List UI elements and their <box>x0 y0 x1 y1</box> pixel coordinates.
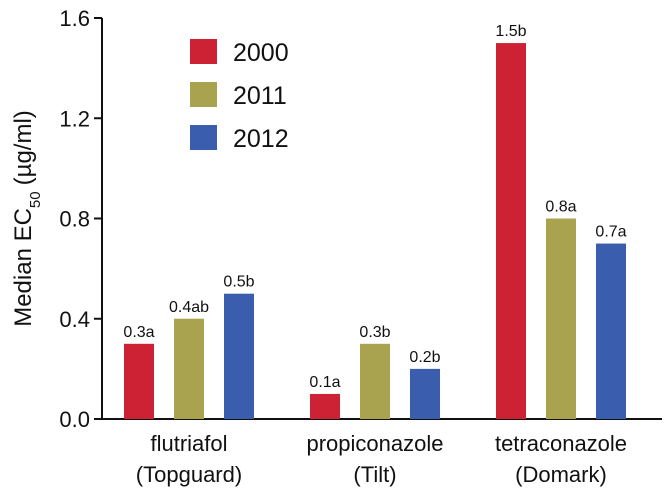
legend-label-2011: 2011 <box>233 82 287 110</box>
bar-2012-1 <box>410 368 440 419</box>
legend-swatch-2012 <box>190 125 217 150</box>
x-category-sublabel: (Tilt) <box>353 462 396 487</box>
y-tick-label: 0.4 <box>59 307 90 332</box>
bar-2000-0 <box>124 343 154 419</box>
bar-2000-1 <box>310 393 340 419</box>
x-category-label: flutriafol <box>150 431 227 456</box>
x-category-sublabel: (Topguard) <box>136 462 242 487</box>
x-category-sublabel: (Domark) <box>515 462 607 487</box>
bar-2012-0 <box>224 293 254 419</box>
x-category-label: propiconazole <box>307 431 444 456</box>
bar-2012-2 <box>596 243 626 419</box>
y-tick-label: 1.6 <box>59 6 90 31</box>
bar-2011-0 <box>174 318 204 419</box>
bar-2011-1 <box>360 343 390 419</box>
y-tick-label: 1.2 <box>59 106 90 131</box>
data-label-2011-0: 0.4ab <box>169 299 209 316</box>
data-label-2012-0: 0.5b <box>223 274 254 291</box>
legend-swatch-2011 <box>190 82 217 107</box>
legend-swatch-2000 <box>190 39 217 64</box>
bar-2000-2 <box>496 43 526 419</box>
data-label-2000-1: 0.1a <box>309 374 340 391</box>
legend-label-2000: 2000 <box>233 39 289 67</box>
y-axis-title-text: Median EC50(µg/ml) <box>10 110 44 327</box>
bar-2011-2 <box>546 218 576 419</box>
y-axis-ticks: 0.0 0.4 0.8 1.2 1.6 <box>59 6 102 432</box>
x-axis-categories: flutriafol (Topguard) propiconazole (Tilt) t… <box>136 431 627 487</box>
data-label-2011-2: 0.8a <box>545 199 576 216</box>
data-label-2011-1: 0.3b <box>359 324 390 341</box>
data-labels: 0.3a 0.1a 1.5b 0.4ab 0.3b 0.8a 0.5b 0.2b 0.7a <box>123 23 626 391</box>
bars <box>124 43 626 419</box>
data-label-2012-1: 0.2b <box>409 349 440 366</box>
legend-label-2012: 2012 <box>233 125 289 153</box>
data-label-2000-0: 0.3a <box>123 324 154 341</box>
y-tick-label: 0.8 <box>59 207 90 232</box>
data-label-2012-2: 0.7a <box>595 224 626 241</box>
data-label-2000-2: 1.5b <box>495 23 526 40</box>
legend: 2000 2011 2012 <box>190 39 289 153</box>
y-tick-label: 0.0 <box>59 407 90 432</box>
y-axis-title: Median EC50(µg/ml) <box>10 110 44 327</box>
x-category-label: tetraconazole <box>495 431 627 456</box>
